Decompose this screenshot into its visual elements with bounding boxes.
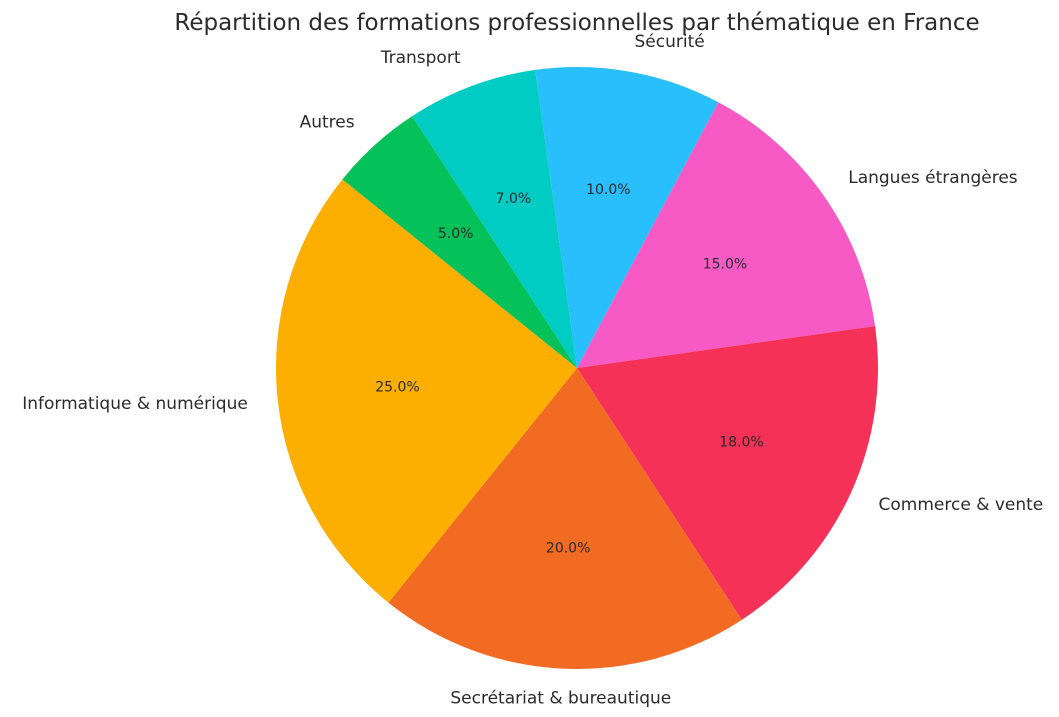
percent-label-transport: 7.0%	[496, 191, 532, 207]
pie-slice-langues-etrangeres	[577, 102, 876, 368]
slice-label-autres: Autres	[300, 113, 355, 133]
percent-label-secretariat-bureautique: 20.0%	[546, 540, 590, 556]
pie-slice-securite	[535, 67, 719, 369]
percent-label-securite: 10.0%	[586, 182, 630, 198]
slice-label-secretariat-bureautique: Secrétariat & bureautique	[450, 689, 671, 709]
percent-label-langues-etrangeres: 15.0%	[703, 256, 747, 272]
slice-label-commerce-vente: Commerce & vente	[879, 495, 1044, 515]
pie-slice-transport	[412, 69, 577, 368]
chart-title: Répartition des formations professionnel…	[174, 10, 979, 36]
slice-label-langues-etrangeres: Langues étrangères	[848, 168, 1018, 188]
pie-slice-autres	[342, 116, 577, 368]
percent-label-commerce-vente: 18.0%	[719, 435, 763, 451]
slice-label-securite: Sécurité	[634, 32, 704, 52]
slice-label-informatique-numerique: Informatique & numérique	[22, 394, 248, 414]
pie-slices	[275, 67, 878, 670]
slice-label-transport: Transport	[380, 48, 461, 68]
pie-slice-informatique-numerique	[275, 179, 577, 603]
slice-labels: Sécurité Langues étrangères Commerce & ven…	[22, 32, 1043, 709]
percent-label-autres: 5.0%	[438, 226, 474, 242]
percent-labels: 10.0% 15.0% 18.0% 20.0% 25.0% 5.0% 7.0%	[375, 182, 763, 556]
pie-slice-commerce-vente	[577, 326, 878, 620]
pie-slice-secretariat-bureautique	[388, 368, 742, 670]
percent-label-informatique-numerique: 25.0%	[375, 380, 419, 396]
